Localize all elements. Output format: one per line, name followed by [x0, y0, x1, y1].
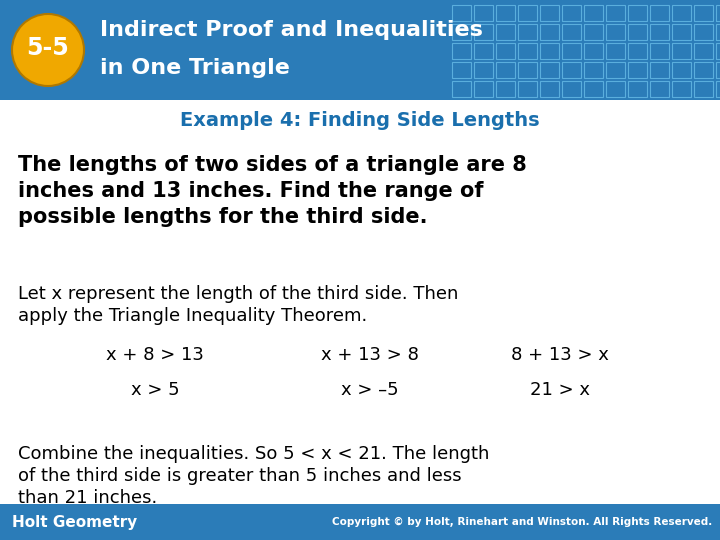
Circle shape: [12, 14, 84, 86]
Bar: [540, 81, 559, 97]
Bar: [606, 5, 625, 21]
Text: x > –5: x > –5: [341, 381, 399, 399]
Bar: [628, 62, 647, 78]
Bar: [562, 81, 581, 97]
Bar: [650, 24, 669, 40]
Bar: [606, 81, 625, 97]
Bar: [540, 5, 559, 21]
Bar: [606, 62, 625, 78]
Bar: [716, 24, 720, 40]
Bar: [452, 43, 471, 59]
Bar: [606, 43, 625, 59]
Bar: [518, 81, 537, 97]
Bar: [650, 5, 669, 21]
Text: Holt Geometry: Holt Geometry: [12, 515, 138, 530]
Text: x + 8 > 13: x + 8 > 13: [106, 346, 204, 364]
Bar: [518, 62, 537, 78]
Bar: [474, 5, 493, 21]
Bar: [452, 62, 471, 78]
Bar: [672, 81, 691, 97]
Bar: [606, 24, 625, 40]
Bar: [694, 62, 713, 78]
Bar: [716, 81, 720, 97]
Bar: [562, 24, 581, 40]
Bar: [694, 5, 713, 21]
Bar: [474, 81, 493, 97]
Text: in One Triangle: in One Triangle: [100, 58, 290, 78]
Bar: [650, 62, 669, 78]
Bar: [496, 5, 515, 21]
Bar: [0, 504, 720, 540]
Bar: [584, 5, 603, 21]
Bar: [496, 62, 515, 78]
Text: Example 4: Finding Side Lengths: Example 4: Finding Side Lengths: [180, 111, 540, 130]
Bar: [584, 24, 603, 40]
Text: Copyright © by Holt, Rinehart and Winston. All Rights Reserved.: Copyright © by Holt, Rinehart and Winsto…: [332, 517, 712, 527]
Text: inches and 13 inches. Find the range of: inches and 13 inches. Find the range of: [18, 181, 484, 201]
Bar: [694, 81, 713, 97]
Text: 5-5: 5-5: [27, 36, 69, 60]
Bar: [584, 43, 603, 59]
Bar: [694, 43, 713, 59]
Bar: [650, 81, 669, 97]
Bar: [716, 62, 720, 78]
Text: The lengths of two sides of a triangle are 8: The lengths of two sides of a triangle a…: [18, 155, 527, 175]
Bar: [716, 43, 720, 59]
Bar: [496, 24, 515, 40]
Text: than 21 inches.: than 21 inches.: [18, 489, 157, 507]
Bar: [584, 62, 603, 78]
Bar: [0, 0, 720, 100]
Bar: [584, 81, 603, 97]
Text: 8 + 13 > x: 8 + 13 > x: [511, 346, 609, 364]
Text: of the third side is greater than 5 inches and less: of the third side is greater than 5 inch…: [18, 467, 462, 485]
Bar: [672, 24, 691, 40]
Bar: [496, 43, 515, 59]
Bar: [562, 43, 581, 59]
Bar: [540, 62, 559, 78]
Bar: [452, 24, 471, 40]
Bar: [518, 43, 537, 59]
Bar: [650, 43, 669, 59]
Bar: [496, 81, 515, 97]
Bar: [694, 24, 713, 40]
Bar: [540, 43, 559, 59]
Bar: [540, 24, 559, 40]
Bar: [518, 5, 537, 21]
Bar: [474, 43, 493, 59]
Bar: [452, 5, 471, 21]
Bar: [474, 62, 493, 78]
Bar: [628, 5, 647, 21]
Bar: [716, 5, 720, 21]
Text: Indirect Proof and Inequalities: Indirect Proof and Inequalities: [100, 20, 483, 40]
Bar: [628, 24, 647, 40]
Bar: [672, 62, 691, 78]
Bar: [628, 81, 647, 97]
Bar: [672, 5, 691, 21]
Text: x > 5: x > 5: [131, 381, 179, 399]
Text: 21 > x: 21 > x: [530, 381, 590, 399]
Text: apply the Triangle Inequality Theorem.: apply the Triangle Inequality Theorem.: [18, 307, 367, 325]
Bar: [628, 43, 647, 59]
Bar: [672, 43, 691, 59]
Text: Combine the inequalities. So 5 < x < 21. The length: Combine the inequalities. So 5 < x < 21.…: [18, 445, 490, 463]
Text: Let x represent the length of the third side. Then: Let x represent the length of the third …: [18, 285, 459, 303]
Bar: [562, 62, 581, 78]
Bar: [518, 24, 537, 40]
Text: possible lengths for the third side.: possible lengths for the third side.: [18, 207, 428, 227]
Bar: [474, 24, 493, 40]
Bar: [562, 5, 581, 21]
Text: x + 13 > 8: x + 13 > 8: [321, 346, 419, 364]
Bar: [452, 81, 471, 97]
